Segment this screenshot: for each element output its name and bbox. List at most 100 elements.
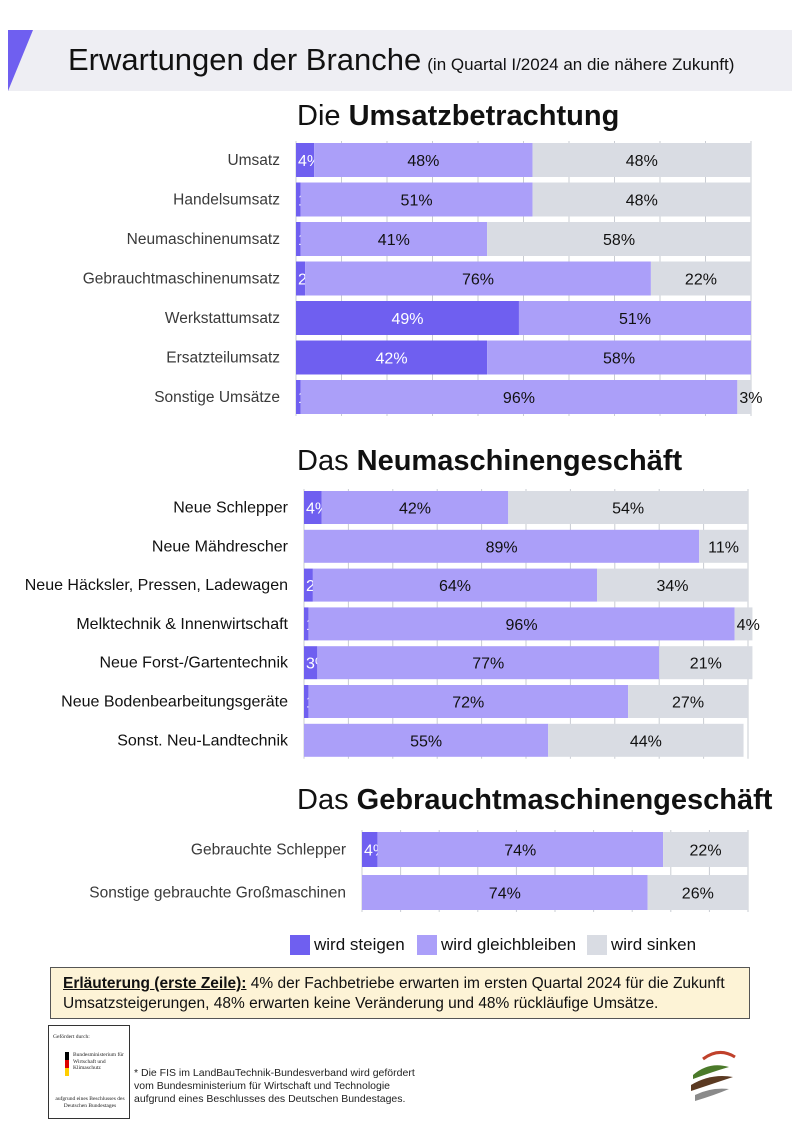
category-label: Sonstige gebrauchte Großmaschinen — [89, 885, 346, 902]
data-label: 41% — [378, 232, 410, 249]
data-label: 96% — [506, 617, 538, 634]
bar-segment — [548, 723, 744, 757]
data-label: 34% — [657, 578, 689, 595]
bar-segment — [737, 380, 751, 414]
bar-segment — [300, 222, 488, 256]
data-label: 48% — [626, 193, 658, 210]
bar-segment — [304, 491, 322, 524]
data-label: 3% — [739, 390, 762, 407]
legend-item-gleich: wird gleichbleiben — [417, 935, 576, 955]
data-label: 55% — [410, 733, 442, 750]
bar-segment — [296, 380, 301, 414]
bar-segment — [314, 143, 533, 177]
legend-label-sinken: wird sinken — [611, 935, 697, 954]
section-title-neumaschinen: Das Neumaschinengeschäft — [297, 445, 682, 478]
ministry-name: Bundesministerium für Wirtschaft und Kli… — [73, 1052, 124, 1071]
category-label: Neue Schlepper — [173, 500, 288, 517]
page-title: Erwartungen der Branche (in Quartal I/202… — [68, 42, 734, 78]
bar-segment — [305, 261, 651, 296]
bar-segment — [628, 685, 748, 718]
data-label: 22% — [690, 843, 722, 860]
funded-by-label: Gefördert durch: — [53, 1034, 90, 1040]
legend-swatch-steigen — [290, 935, 310, 955]
data-label: 96% — [503, 390, 535, 407]
data-label: 49% — [391, 311, 423, 328]
german-flag-icon — [65, 1052, 69, 1076]
bar-segment — [532, 182, 751, 217]
category-label: Melktechnik & Innenwirtschaft — [76, 616, 288, 633]
category-label: Sonst. Neu-Landtechnik — [117, 732, 289, 749]
explanation-lead: Erläuterung — [63, 975, 150, 992]
legend-item-sinken: wird sinken — [587, 935, 696, 955]
section-title-umsatz: Die Umsatzbetrachtung — [297, 100, 619, 133]
data-label: 44% — [630, 733, 662, 750]
bar-segment — [304, 607, 309, 641]
data-label: 4% — [737, 617, 760, 634]
data-label: 51% — [619, 311, 651, 328]
bar-segment — [300, 182, 533, 217]
bar-segment — [699, 529, 748, 563]
category-label: Gebrauchte Schlepper — [191, 842, 346, 859]
bundestag-basis: aufgrund eines Beschlusses des Deutschen… — [55, 1096, 125, 1109]
section-title-gebrauchtmaschinen: Das Gebrauchtmaschinengeschäft — [297, 784, 772, 817]
bar-segment — [362, 832, 378, 867]
explanation-text: 4% der Fachbetriebe erwarten im ersten Q… — [63, 975, 725, 1012]
data-label: 74% — [489, 886, 521, 903]
data-label: 42% — [376, 351, 408, 368]
section-prefix: Das — [297, 445, 349, 477]
legend-swatch-sinken — [587, 935, 607, 955]
bar-segment — [663, 832, 748, 867]
bar-segment — [362, 875, 648, 910]
legend-label-gleich: wird gleichbleiben — [441, 935, 577, 954]
legend-swatch-gleich — [417, 935, 437, 955]
bar-segment — [597, 568, 748, 602]
bar-segment — [296, 261, 306, 296]
legend: wird steigen wird gleichbleiben wird sin… — [290, 935, 770, 961]
legend-label-steigen: wird steigen — [314, 935, 405, 954]
bar-segment — [377, 832, 664, 867]
data-label: 48% — [407, 153, 439, 170]
bar-segment — [304, 568, 313, 602]
bar-segment — [321, 491, 509, 524]
data-label: 74% — [504, 843, 536, 860]
data-label: 51% — [401, 193, 433, 210]
bar-segment — [296, 340, 488, 375]
page-title-text: Erwartungen der Branche — [68, 42, 422, 77]
data-label: 22% — [685, 272, 717, 289]
data-label: 48% — [626, 153, 658, 170]
bar-segment — [487, 222, 751, 256]
data-label: 54% — [612, 501, 644, 518]
section-bold: Neumaschinengeschäft — [356, 445, 683, 477]
category-label: Umsatz — [227, 152, 280, 169]
bar-segment — [650, 261, 751, 296]
bar-segment — [304, 529, 700, 563]
section-bold: Umsatzbetrachtung — [348, 100, 620, 132]
data-label: 77% — [472, 656, 504, 673]
category-label: Neue Häcksler, Pressen, Ladewagen — [25, 577, 288, 594]
bar-segment — [659, 646, 753, 680]
bar-segment — [304, 646, 318, 680]
funding-badge: Gefördert durch: Bundesministerium für W… — [48, 1025, 130, 1119]
bar-segment — [647, 875, 748, 910]
category-label: Neue Bodenbearbeitungsgeräte — [61, 694, 288, 711]
bar-segment — [296, 301, 519, 335]
category-label: Neumaschinenumsatz — [127, 231, 280, 248]
bar-segment — [296, 143, 315, 177]
data-label: 58% — [603, 351, 635, 368]
data-label: 64% — [439, 578, 471, 595]
page-subtitle: (in Quartal I/2024 an die nähere Zukunft… — [427, 55, 735, 74]
bar-segment — [487, 340, 751, 375]
data-label: 89% — [486, 539, 518, 556]
data-label: 26% — [682, 886, 714, 903]
bar-segment — [508, 491, 748, 524]
explanation-box: Erläuterung (erste Zeile): 4% der Fachbe… — [50, 967, 750, 1019]
bar-segment — [296, 182, 301, 217]
bar-segment — [308, 607, 735, 641]
data-label: 76% — [462, 272, 494, 289]
category-label: Ersatzteilumsatz — [166, 350, 280, 367]
section-prefix: Die — [297, 100, 341, 132]
bar-segment — [304, 685, 309, 718]
bar-segment — [312, 568, 598, 602]
stacked-bar-charts: Umsatz4%48%48%Handelsumsatz1%51%48%Neuma… — [25, 141, 762, 912]
section-prefix: Das — [297, 784, 349, 816]
